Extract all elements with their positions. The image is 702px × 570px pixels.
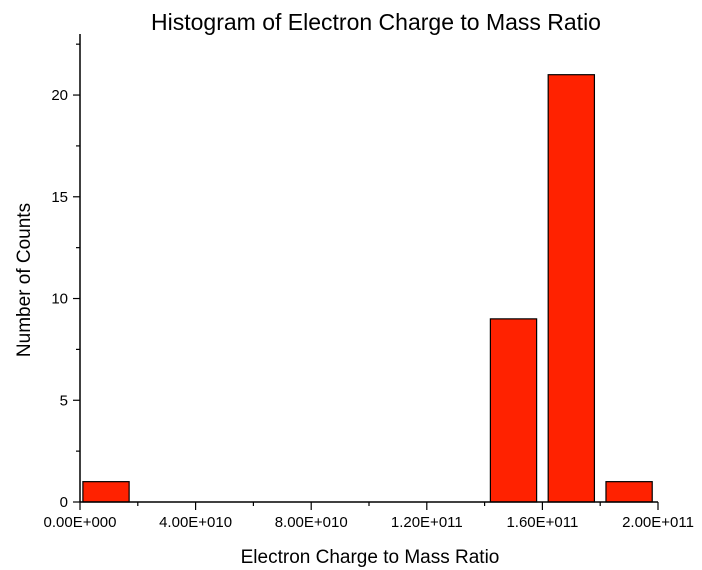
y-axis-label: Number of Counts: [14, 203, 35, 357]
bar-2: [547, 74, 596, 503]
x-tick-label-5: 2.00E+011: [622, 514, 694, 531]
y-tick-label-1: 5: [60, 392, 68, 409]
y-tick-label-0: 0: [60, 494, 68, 511]
x-tick-label-2: 8.00E+010: [275, 514, 348, 531]
x-tick-label-3: 1.20E+011: [391, 514, 463, 531]
bar-0: [82, 481, 130, 503]
y-tick-label-2: 10: [51, 291, 68, 308]
x-tick-label-1: 4.00E+010: [159, 514, 232, 531]
y-tick-label-4: 20: [51, 87, 68, 104]
bar-1: [489, 318, 538, 503]
x-tick-label-4: 1.60E+011: [506, 514, 578, 531]
chart-title: Histogram of Electron Charge to Mass Rat…: [151, 9, 601, 35]
y-tick-label-3: 15: [51, 189, 68, 206]
x-axis-label: Electron Charge to Mass Ratio: [241, 547, 500, 568]
plot-area: 0.00E+000 4.00E+010 8.00E+010 1.20E+011 1.60…: [44, 34, 694, 531]
bar-3: [605, 481, 653, 503]
x-tick-label-0: 0.00E+000: [44, 514, 117, 531]
